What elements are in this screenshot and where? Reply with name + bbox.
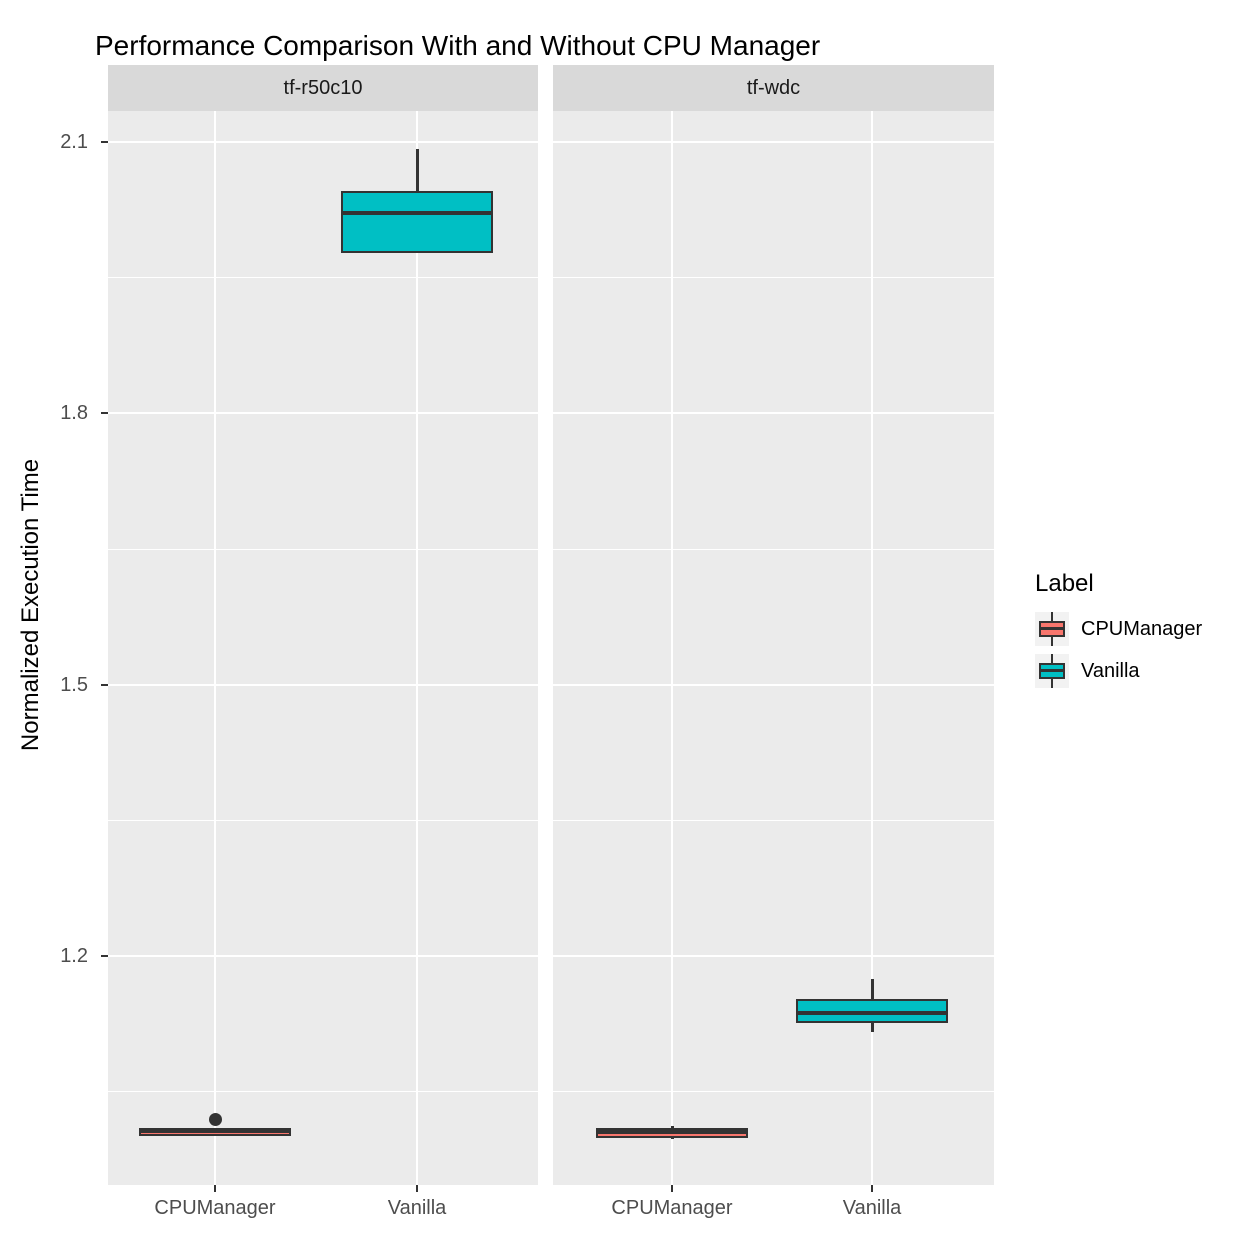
y-axis-tick: [101, 955, 108, 957]
y-major-gridline: [553, 683, 994, 686]
y-minor-gridline: [553, 277, 994, 279]
y-minor-gridline: [553, 1091, 994, 1093]
x-tick-label: Vanilla: [387, 1197, 447, 1219]
y-major-gridline: [553, 955, 994, 957]
legend-label-vanilla: Vanilla: [1081, 659, 1140, 682]
chart-title: Performance Comparison With and Without …: [95, 30, 821, 61]
y-major-gridline: [108, 412, 538, 415]
y-minor-gridline: [108, 819, 538, 821]
y-minor-gridline: [553, 548, 994, 550]
facet-strip: tf-r50c10: [108, 65, 538, 111]
legend-item-cpumanager: CPUManager: [1035, 612, 1202, 646]
boxplot-median-line: [796, 1010, 948, 1015]
y-axis-title: Normalized Execution Time: [17, 458, 44, 752]
legend-label-cpumanager: CPUManager: [1081, 617, 1203, 640]
y-major-gridline: [108, 683, 538, 686]
key-median-line: [1039, 669, 1065, 672]
x-tick-label: CPUManager: [154, 1197, 276, 1219]
x-tick-label: CPUManager: [611, 1197, 733, 1219]
y-major-gridline: [553, 141, 994, 143]
x-major-gridline: [214, 111, 216, 1185]
facet-strip: tf-wdc: [553, 65, 994, 111]
y-axis-tick: [101, 412, 108, 415]
y-minor-gridline: [553, 819, 994, 821]
y-major-gridline: [553, 412, 994, 415]
y-tick-label: 1.8: [60, 402, 88, 425]
y-axis-tick: [101, 683, 108, 686]
boxplot-median-line: [596, 1130, 748, 1135]
boxplot-median-line: [139, 1128, 291, 1133]
x-major-gridline: [871, 111, 873, 1185]
key-median-line: [1039, 627, 1065, 630]
facet-panel: [553, 111, 994, 1185]
y-minor-gridline: [108, 548, 538, 550]
y-tick-label: 1.2: [60, 945, 88, 967]
x-axis-tick: [871, 1185, 873, 1192]
x-axis-tick: [214, 1185, 216, 1192]
boxplot-outlier-point: [208, 1113, 222, 1127]
y-major-gridline: [108, 955, 538, 957]
legend-item-vanilla: Vanilla: [1035, 654, 1202, 688]
x-axis-tick: [671, 1185, 673, 1192]
y-minor-gridline: [108, 277, 538, 279]
x-major-gridline: [671, 111, 673, 1185]
y-minor-gridline: [108, 1091, 538, 1093]
boxplot-median-line: [341, 211, 493, 216]
boxplot-box: [341, 190, 493, 254]
legend: Label CPUManager Vanilla: [1035, 570, 1202, 696]
y-tick-label: 1.5: [60, 673, 88, 696]
legend-title: Label: [1035, 570, 1094, 597]
x-major-gridline: [416, 111, 418, 1185]
y-major-gridline: [108, 141, 538, 143]
y-tick-label: 2.1: [60, 131, 88, 153]
x-tick-label: Vanilla: [842, 1197, 902, 1219]
x-axis-tick: [416, 1185, 418, 1192]
facet-panel: [108, 111, 538, 1185]
boxplot-key-icon: [1035, 654, 1069, 688]
y-axis-tick: [101, 141, 108, 143]
boxplot-key-icon: [1035, 612, 1069, 646]
